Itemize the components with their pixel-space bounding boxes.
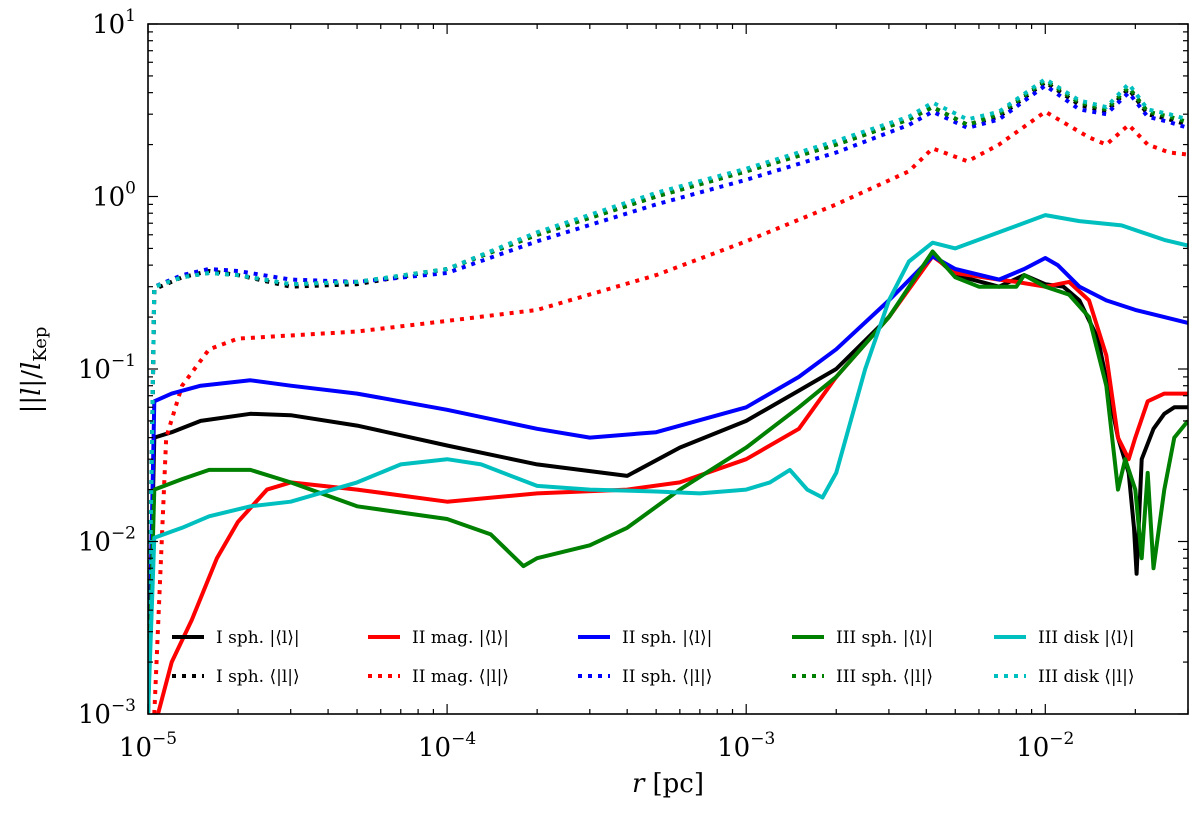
- x-axis-label-unit: [pc]: [652, 769, 704, 799]
- y-label-bar: |/: [17, 370, 47, 388]
- legend-label-2: II mag. |⟨l⟩|: [412, 628, 509, 648]
- y-label-l: l: [17, 388, 47, 396]
- plot-frame: [147, 23, 1189, 715]
- series-line-3-ii-mag-l: [152, 109, 1188, 714]
- legend-label-8: III disk |⟨l⟩|: [1038, 628, 1134, 648]
- y-tick-label-3: 100: [92, 179, 136, 213]
- series-line-9-iii-disk-l: [148, 77, 1188, 714]
- legend-label-6: III sph. |⟨l⟩|: [836, 628, 933, 648]
- x-tick-label-1: 10−4: [418, 729, 476, 763]
- y-label-numerator: ||: [17, 396, 47, 414]
- legend-label-7: III sph. ⟨|l|⟩: [836, 667, 933, 687]
- y-label-subscript: Kep: [30, 327, 51, 362]
- y-tick-label-2: 10−1: [78, 351, 136, 385]
- y-label-l2: l: [17, 362, 47, 370]
- x-axis-label: r [pc]: [632, 769, 704, 799]
- x-tick-label-3: 10−2: [1016, 729, 1074, 763]
- series-line-8-iii-disk-l: [148, 213, 1188, 714]
- y-tick-label-4: 101: [92, 6, 136, 40]
- series-line-6-iii-sph-l: [148, 249, 1188, 714]
- y-tick-label-1: 10−2: [78, 524, 136, 558]
- y-tick-label-0: 10−3: [78, 696, 136, 730]
- x-tick-label-0: 10−5: [119, 729, 177, 763]
- x-axis-label-variable: r: [632, 769, 646, 799]
- legend-label-9: III disk ⟨|l|⟩: [1038, 667, 1134, 687]
- series-line-4-ii-sph-l: [148, 254, 1188, 714]
- series-line-5-ii-sph-l: [148, 83, 1188, 714]
- y-axis-label: ||l|/lKep: [17, 327, 51, 414]
- x-tick-label-2: 10−3: [717, 729, 775, 763]
- plot-area: [148, 77, 1188, 714]
- y-axis-label-text: ||l|/lKep: [17, 327, 51, 414]
- legend: I sph. |⟨l⟩| I sph. ⟨|l|⟩ II mag. |⟨l⟩| II …: [172, 628, 1134, 687]
- legend-label-4: II sph. |⟨l⟩|: [622, 628, 712, 648]
- legend-label-0: I sph. |⟨l⟩|: [216, 628, 300, 648]
- tick-labels: 10−5 10−4 10−3 10−2 10−3 10−2 10−1 100 101: [78, 6, 1075, 763]
- legend-label-5: II sph. ⟨|l|⟩: [622, 667, 712, 687]
- legend-label-3: II mag. ⟨|l|⟩: [412, 667, 509, 687]
- legend-label-1: I sph. ⟨|l|⟩: [216, 667, 300, 687]
